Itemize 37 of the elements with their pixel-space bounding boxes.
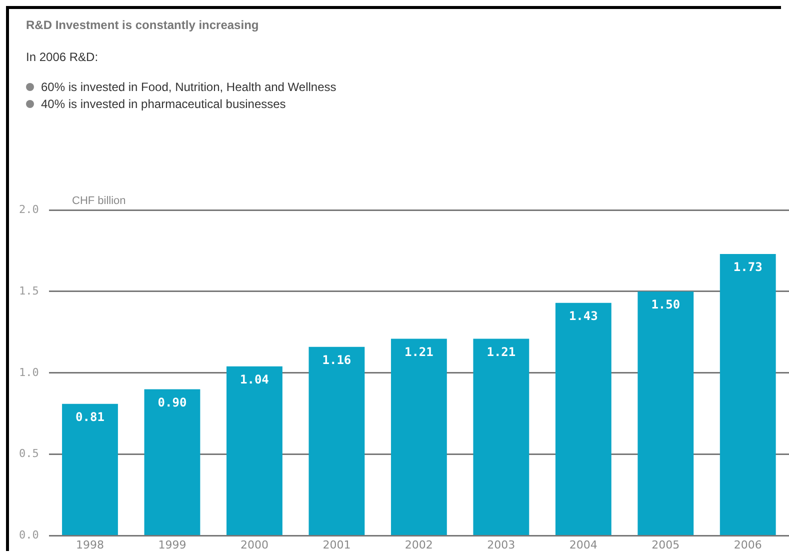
chart-subtitle: In 2006 R&D: <box>26 50 98 64</box>
chart-title: R&D Investment is constantly increasing <box>26 18 259 32</box>
x-tick-label: 2002 <box>404 538 433 552</box>
x-tick-label: 2004 <box>569 538 598 552</box>
y-tick-label: 0.5 <box>18 447 39 460</box>
x-tick-label: 1999 <box>158 538 186 552</box>
y-tick-label: 1.5 <box>18 284 39 298</box>
data-label: 1.73 <box>733 260 762 274</box>
data-label: 1.16 <box>322 352 352 367</box>
data-label: 1.21 <box>486 344 516 359</box>
bar <box>144 389 200 536</box>
data-label: 1.21 <box>404 344 434 359</box>
data-label: 1.50 <box>651 298 680 312</box>
x-tick-label: 2006 <box>734 538 762 552</box>
y-tick-label: 0.0 <box>18 528 39 542</box>
bar <box>390 338 447 536</box>
data-label: 1.43 <box>568 308 598 323</box>
text: 60% is invested in Food, Nutrition, Health and Wellness <box>41 80 336 94</box>
bar <box>638 291 694 536</box>
y-tick-label: 1.0 <box>18 366 39 379</box>
data-label: 1.04 <box>240 372 269 387</box>
bar <box>226 366 282 536</box>
y-tick-label: 2.0 <box>18 202 39 216</box>
x-tick-label: 2003 <box>487 538 516 552</box>
x-tick-label: 2001 <box>322 538 351 552</box>
bar <box>555 302 612 536</box>
x-tick-label: 2005 <box>652 538 680 552</box>
data-label: 0.81 <box>76 410 104 424</box>
x-tick-label: 1998 <box>76 538 104 552</box>
text: 40% is invested in pharmaceutical businesses <box>41 97 286 111</box>
bar <box>308 346 365 536</box>
x-tick-label: 2000 <box>240 538 268 552</box>
y-axis-title: CHF billion <box>72 195 126 207</box>
bar <box>473 338 530 536</box>
bar <box>720 254 776 536</box>
data-label: 0.90 <box>158 395 187 410</box>
bar <box>62 404 118 536</box>
